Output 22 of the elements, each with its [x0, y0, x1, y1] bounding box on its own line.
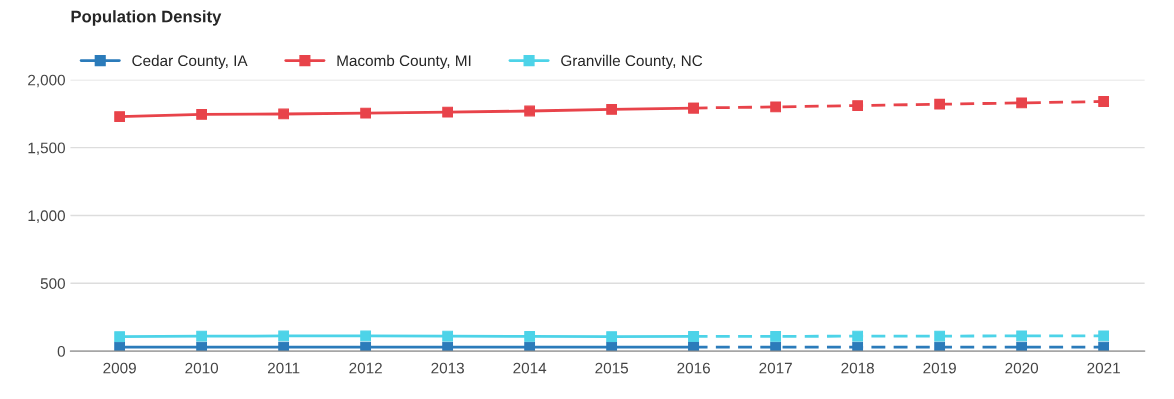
y-tick-label: 2,000	[28, 74, 65, 88]
legend-label: Granville County, NC	[561, 54, 703, 70]
x-tick-label: 2011	[267, 362, 300, 374]
x-tick-label: 2021	[1087, 362, 1120, 374]
x-tick-label: 2012	[349, 362, 382, 374]
x-tick-label: 2010	[185, 362, 219, 374]
x-tick-label: 2009	[103, 362, 136, 374]
y-tick-label: 1,500	[28, 142, 65, 156]
x-tick-label: 2014	[513, 362, 547, 374]
x-tick-label: 2020	[1005, 362, 1039, 374]
legend-label: Cedar County, IA	[132, 54, 248, 70]
y-tick-label: 0	[57, 345, 65, 357]
x-tick-label: 2013	[431, 362, 464, 374]
x-tick-label: 2015	[595, 362, 628, 374]
x-tick-label: 2019	[923, 362, 956, 374]
chart-title: Population Density	[71, 10, 222, 26]
x-tick-label: 2017	[759, 362, 792, 374]
y-tick-label: 500	[40, 278, 65, 289]
x-tick-label: 2016	[677, 362, 710, 374]
legend-label: Macomb County, MI	[337, 54, 471, 70]
x-tick-label: 2018	[841, 362, 874, 374]
y-tick-label: 1,000	[28, 210, 65, 223]
